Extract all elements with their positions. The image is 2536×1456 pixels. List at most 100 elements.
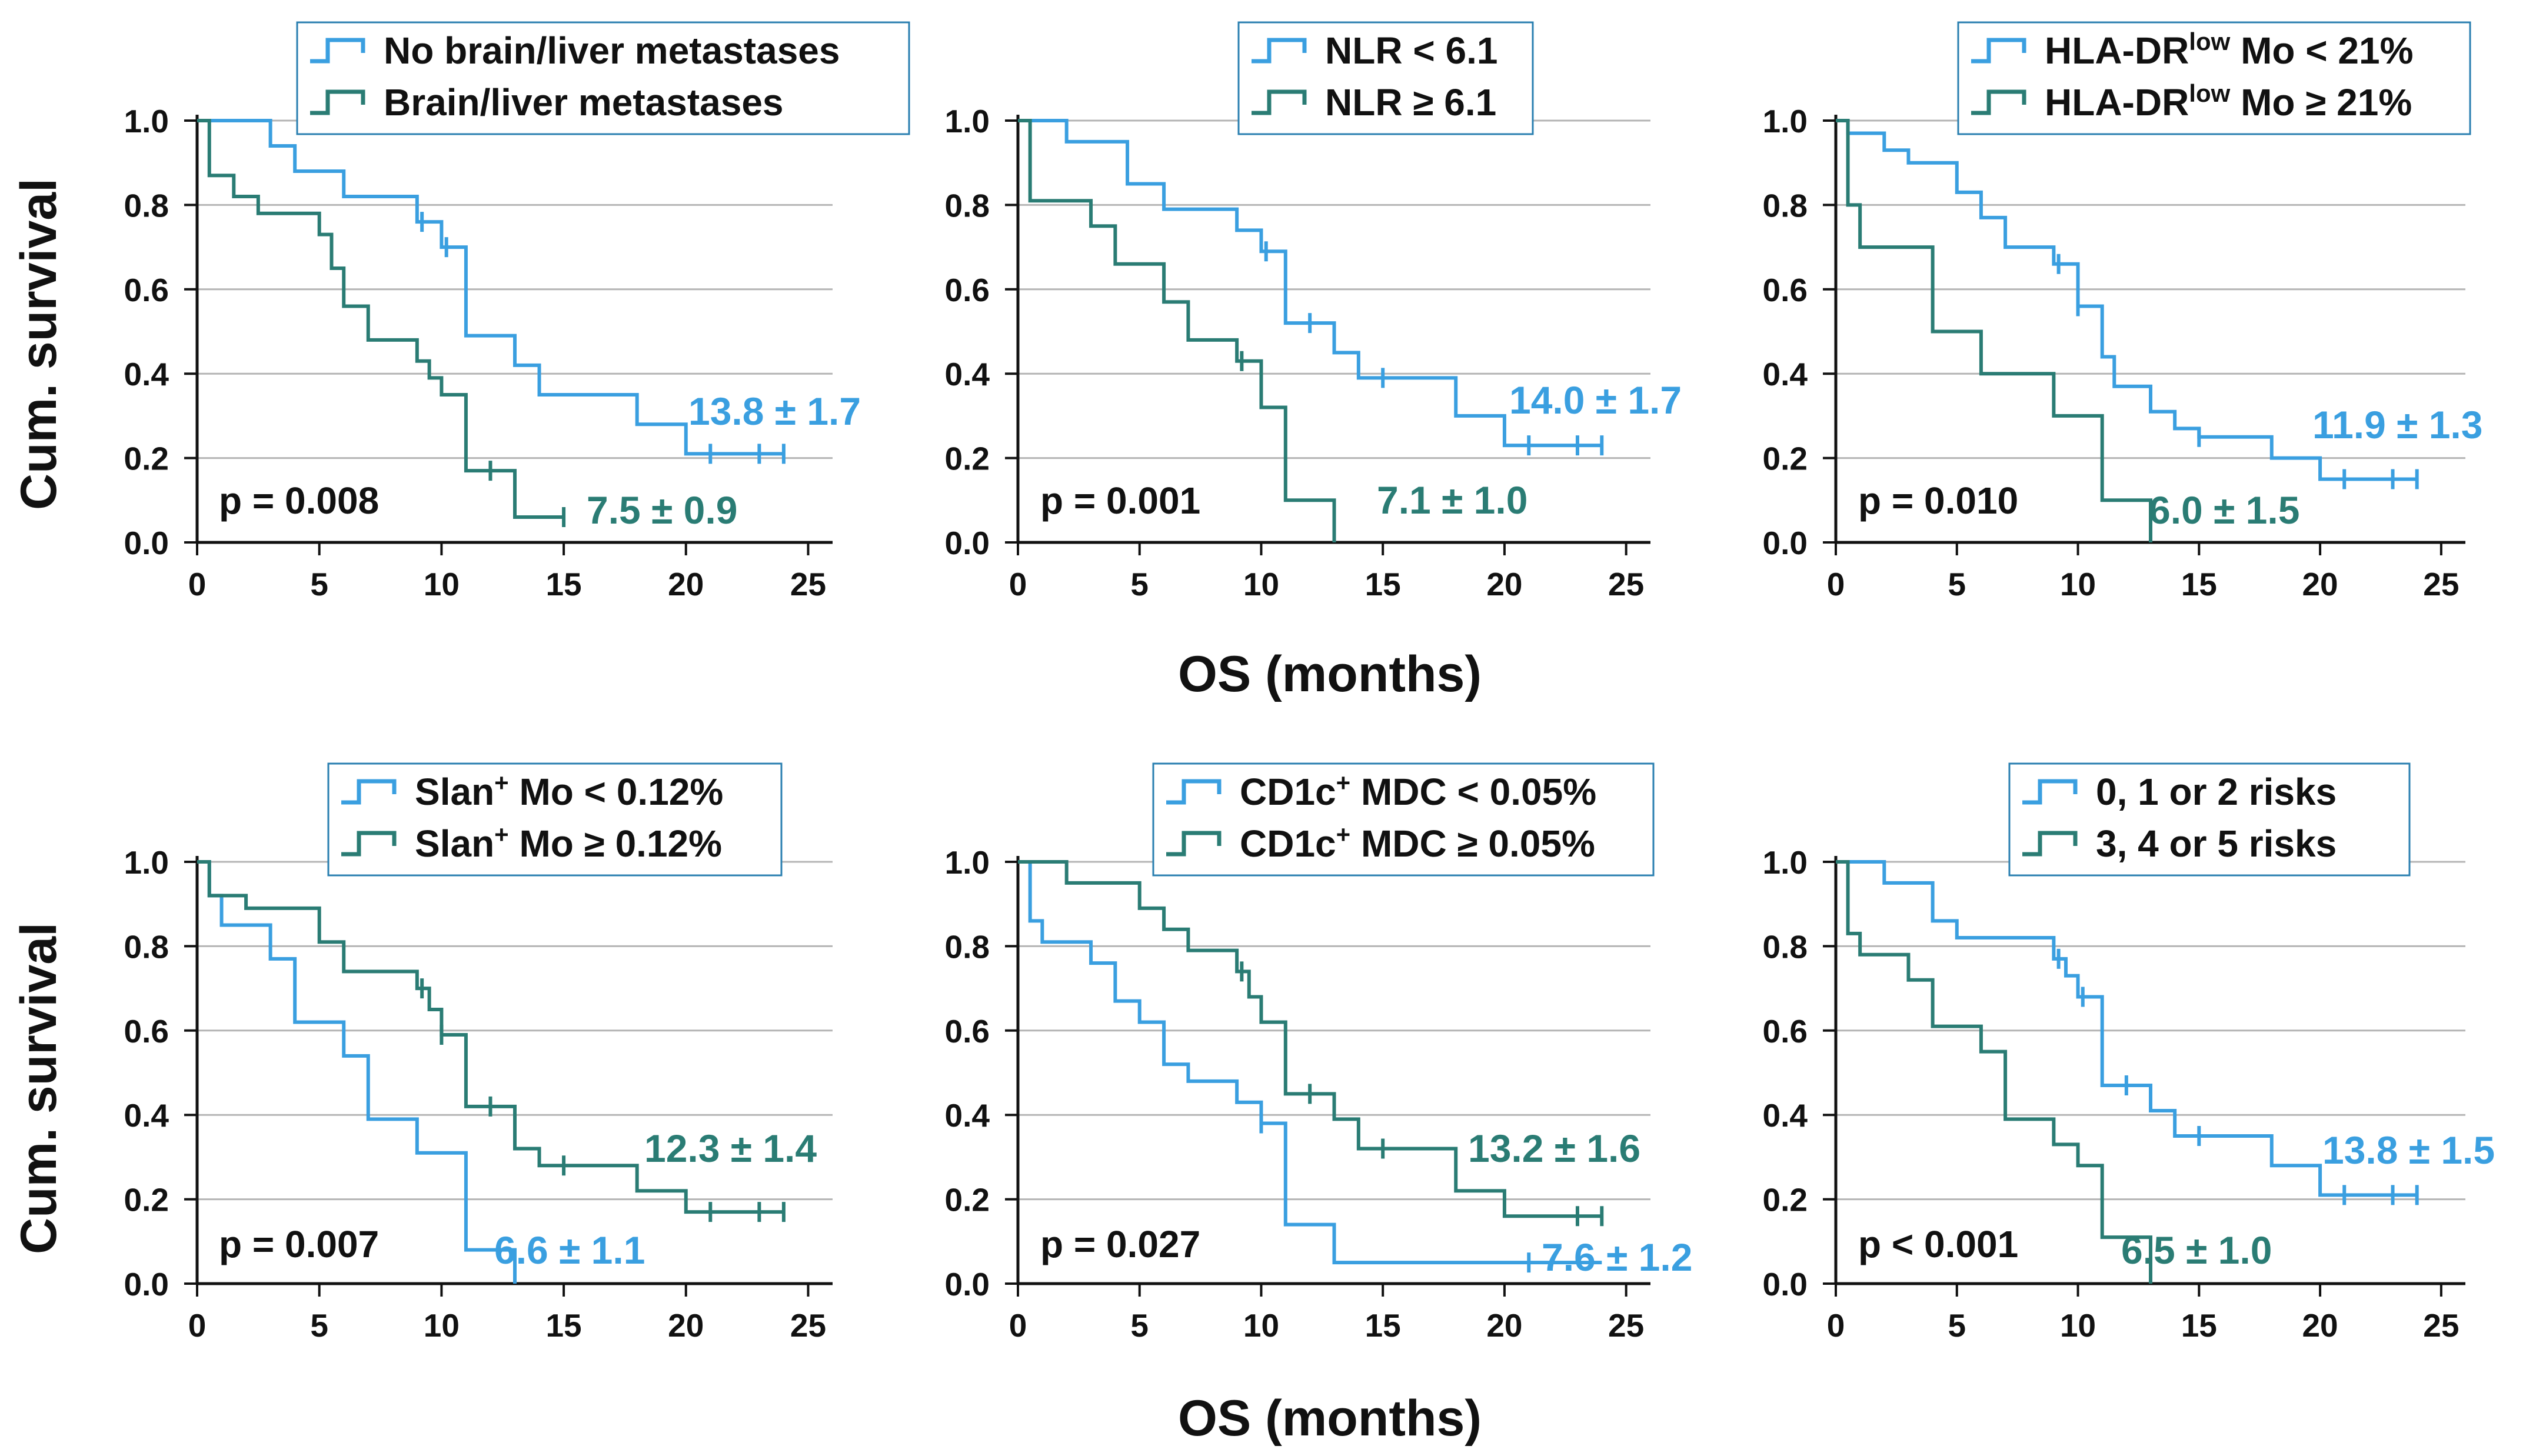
km-curve-group-a (1018, 860, 1602, 1265)
km-panel-4: 0.0 0.2 0.4 0.6 0.8 1.0 0 5 10 15 20 25 6.6 ± 1.1 12.… (124, 762, 833, 1344)
km-curve-group-b (1836, 119, 2152, 542)
legend-label: CD1c+ MDC < 0.05% (1240, 769, 1596, 814)
y-tick-label: 0.2 (1763, 441, 1808, 477)
y-tick-label: 0.0 (124, 525, 169, 561)
y-tick-label: 0.6 (124, 272, 169, 308)
legend-label: HLA-DRlow Mo < 21% (2045, 28, 2414, 72)
km-curve-group-a (197, 119, 784, 456)
x-tick-label: 25 (1608, 1307, 1644, 1344)
x-tick-label: 5 (1948, 566, 1966, 602)
legend-label: Slan+ Mo ≥ 0.12% (415, 821, 722, 865)
x-tick-label: 20 (2302, 1307, 2338, 1344)
legend-swatch (2022, 831, 2078, 857)
x-tick-label: 25 (2423, 566, 2459, 602)
y-tick-label: 0.6 (945, 272, 990, 308)
y-tick-label: 0.4 (1763, 356, 1808, 392)
legend-label: NLR < 6.1 (1325, 29, 1497, 72)
y-tick-label: 0.2 (1763, 1182, 1808, 1218)
y-tick-label: 1.0 (1763, 103, 1808, 139)
y-tick-label: 0.2 (124, 1182, 169, 1218)
legend-swatch (1971, 38, 2026, 64)
legend: NLR < 6.1 NLR ≥ 6.1 (1237, 21, 1534, 135)
median-survival-label: 7.6 ± 1.2 (1542, 1235, 1692, 1279)
x-tick-label: 5 (1130, 1307, 1149, 1344)
y-tick-label: 1.0 (1763, 844, 1808, 881)
x-tick-label: 20 (668, 566, 704, 602)
x-axis-title-top: OS (months) (1178, 646, 1482, 702)
y-axis-title-top: Cum. survival (11, 178, 67, 510)
legend-swatch (341, 779, 397, 805)
km-curve-group-b (197, 860, 784, 1214)
x-tick-label: 0 (1827, 566, 1845, 602)
y-tick-label: 0.2 (945, 1182, 990, 1218)
median-survival-label: 7.1 ± 1.0 (1377, 478, 1527, 522)
km-curve-group-b (1018, 860, 1602, 1218)
y-tick-label: 0.0 (1763, 1266, 1808, 1302)
y-tick-label: 0.8 (1763, 187, 1808, 224)
y-tick-label: 0.4 (945, 356, 990, 392)
legend-box (327, 762, 783, 877)
km-panel-6: 0.0 0.2 0.4 0.6 0.8 1.0 0 5 10 15 20 25 13.8 ± 1.5 6.… (1763, 762, 2495, 1344)
legend-label: Slan+ Mo < 0.12% (415, 769, 723, 814)
x-tick-label: 0 (188, 1307, 207, 1344)
x-tick-label: 25 (1608, 566, 1644, 602)
legend-swatch (341, 831, 397, 857)
km-curve-group-a (1018, 119, 1602, 448)
x-tick-label: 10 (2060, 566, 2096, 602)
x-tick-label: 25 (790, 566, 826, 602)
legend-label: Brain/liver metastases (384, 81, 784, 124)
median-survival-label: 6.0 ± 1.5 (2149, 488, 2299, 532)
x-tick-label: 5 (1130, 566, 1149, 602)
legend-label: NLR ≥ 6.1 (1325, 81, 1496, 124)
x-tick-label: 5 (310, 566, 328, 602)
median-survival-label: 12.3 ± 1.4 (644, 1127, 817, 1170)
km-curve-group-b (1836, 860, 2152, 1284)
p-value-label: p = 0.008 (219, 479, 379, 522)
median-survival-label: 14.0 ± 1.7 (1509, 378, 1682, 422)
median-survival-label: 7.5 ± 0.9 (587, 488, 737, 532)
p-value-label: p = 0.010 (1858, 479, 2018, 522)
median-survival-label: 13.2 ± 1.6 (1468, 1127, 1640, 1170)
legend-swatch (1166, 779, 1222, 805)
x-axis-title-bottom: OS (months) (1178, 1390, 1482, 1447)
y-tick-label: 0.0 (124, 1266, 169, 1302)
x-tick-label: 10 (2060, 1307, 2096, 1344)
x-tick-label: 0 (1009, 566, 1027, 602)
y-tick-label: 1.0 (124, 844, 169, 881)
x-tick-label: 10 (1243, 566, 1279, 602)
x-tick-label: 20 (2302, 566, 2338, 602)
x-tick-label: 15 (2181, 566, 2217, 602)
x-tick-label: 10 (424, 566, 460, 602)
x-tick-label: 20 (1486, 566, 1522, 602)
x-tick-label: 0 (188, 566, 207, 602)
legend-swatch (1252, 38, 1307, 64)
x-tick-label: 15 (545, 1307, 581, 1344)
y-tick-label: 0.8 (124, 187, 169, 224)
y-tick-label: 1.0 (945, 103, 990, 139)
median-survival-label: 13.8 ± 1.7 (688, 389, 861, 433)
y-tick-label: 0.6 (124, 1013, 169, 1049)
p-value-label: p = 0.007 (219, 1223, 379, 1265)
legend: No brain/liver metastases Brain/liver met… (296, 21, 910, 135)
legend-box (1957, 21, 2471, 135)
y-tick-label: 0.6 (1763, 272, 1808, 308)
km-panel-2: 0.0 0.2 0.4 0.6 0.8 1.0 0 5 10 15 20 25 14.0 ± 1.7 7.… (945, 21, 1682, 602)
km-panel-1: 0.0 0.2 0.4 0.6 0.8 1.0 0 5 10 15 20 25 13.8 ± 1.7 7.… (124, 21, 910, 602)
x-tick-label: 20 (668, 1307, 704, 1344)
y-tick-label: 0.4 (945, 1097, 990, 1134)
x-tick-label: 10 (424, 1307, 460, 1344)
legend-box (296, 21, 910, 135)
legend: CD1c+ MDC < 0.05% CD1c+ MDC ≥ 0.05% (1152, 762, 1655, 877)
p-value-label: p < 0.001 (1858, 1223, 2018, 1265)
p-value-label: p = 0.001 (1040, 479, 1200, 522)
legend: 0, 1 or 2 risks 3, 4 or 5 risks (2008, 762, 2411, 877)
x-tick-label: 10 (1243, 1307, 1279, 1344)
x-tick-label: 25 (790, 1307, 826, 1344)
legend-swatch (1971, 89, 2026, 115)
legend-swatch (310, 89, 365, 115)
y-tick-label: 0.6 (1763, 1013, 1808, 1049)
y-tick-label: 0.0 (945, 1266, 990, 1302)
km-curve-group-b (1018, 119, 1336, 542)
x-tick-label: 15 (1365, 1307, 1401, 1344)
